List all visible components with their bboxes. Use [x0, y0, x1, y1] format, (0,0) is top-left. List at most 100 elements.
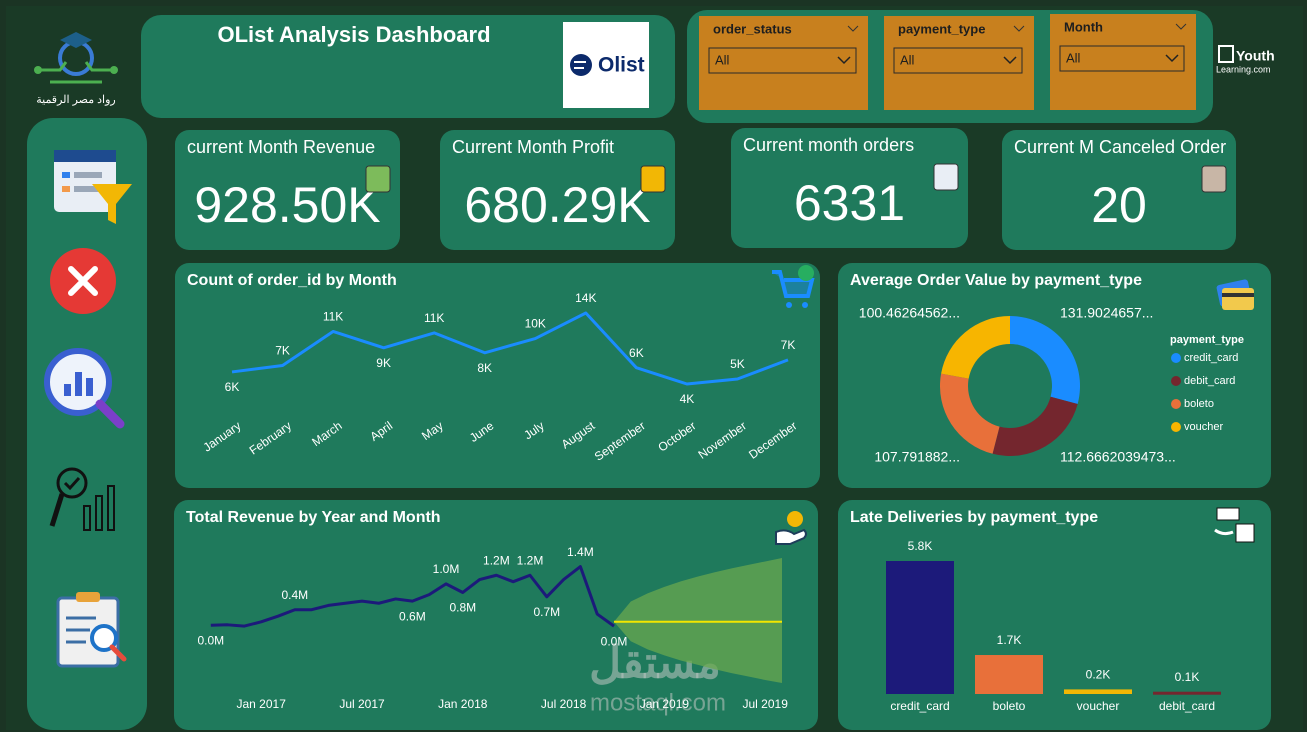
filter-label: payment_type: [898, 21, 985, 36]
nav-report-icon[interactable]: [54, 150, 132, 224]
cart-icon: [772, 265, 815, 308]
data-label: 7K: [275, 344, 290, 358]
kpi-card: [731, 128, 968, 248]
filter-card: [1050, 14, 1196, 110]
data-label: 5.8K: [908, 539, 933, 553]
nav-analysis-icon[interactable]: [44, 348, 125, 429]
chart-title: Total Revenue by Year and Month: [186, 509, 441, 526]
legend-label: voucher: [1184, 421, 1223, 433]
kpi-value: 680.29K: [464, 177, 650, 233]
data-label: 0.8M: [449, 601, 476, 615]
right-logo-sub: Learning.com: [1216, 64, 1271, 74]
nav-kpi-icon[interactable]: [49, 467, 115, 531]
x-tick-label: Jan 2017: [237, 697, 287, 711]
legend-marker: [1171, 399, 1181, 409]
bar: [886, 561, 954, 694]
filter-dropdown[interactable]: [893, 47, 1023, 74]
legend-label: credit_card: [1184, 352, 1238, 364]
bar: [1153, 691, 1221, 695]
data-label: 14K: [575, 291, 596, 305]
data-label: 0.4M: [281, 588, 308, 602]
filter-label: Month: [1064, 19, 1103, 34]
data-label: 0.0M: [197, 633, 224, 647]
left-logo: رواد مصر الرقمية: [34, 32, 118, 106]
brand-mark: [570, 54, 592, 76]
filter-dropdown[interactable]: [1059, 45, 1185, 72]
kpi-card: [440, 130, 675, 250]
dashboard-title: OList Analysis Dashboard: [217, 22, 490, 47]
data-label: 0.6M: [399, 609, 426, 623]
legend-label: debit_card: [1184, 375, 1235, 387]
x-tick-label: Jan 2019: [640, 697, 690, 711]
x-tick-label: Jul 2017: [339, 697, 385, 711]
filter-value: All: [715, 52, 730, 67]
bar: [1064, 689, 1132, 694]
x-tick-label: boleto: [993, 699, 1026, 713]
data-label: 112.6662039473...: [1060, 449, 1176, 465]
chart-title: Late Deliveries by payment_type: [850, 509, 1098, 526]
data-label: 1.2M: [483, 553, 510, 567]
kpi-card: [175, 130, 400, 250]
data-label: 7K: [781, 338, 796, 352]
data-label: 8K: [477, 361, 492, 375]
panel-revenue: [174, 500, 818, 730]
kpi-icon: [640, 165, 666, 193]
panel-orders: [175, 263, 820, 488]
right-logo: Youth Learning.com: [1216, 45, 1275, 74]
kpi-label: current Month Revenue: [187, 137, 375, 157]
logo-caption: رواد مصر الرقمية: [36, 94, 116, 106]
data-label: 5K: [730, 357, 745, 371]
kpi-label: Current M Canceled Order: [1014, 137, 1226, 157]
kpi-icon: [365, 165, 391, 193]
kpi-icon: [933, 163, 959, 191]
filter-arrow: [1165, 54, 1179, 63]
nav-clear-icon[interactable]: [50, 248, 116, 314]
kpi-icon: [1201, 165, 1227, 193]
kpi-card: [1002, 130, 1236, 250]
bar: [975, 655, 1043, 694]
data-label: 0.1K: [1175, 670, 1200, 684]
pie-slice: [941, 316, 1010, 379]
kpi-value: 6331: [794, 175, 905, 231]
legend-label: boleto: [1184, 398, 1214, 410]
filters: order_status All payment_type All Month All: [699, 14, 1196, 110]
data-label: 0.2K: [1086, 668, 1111, 682]
legend-marker: [1171, 376, 1181, 386]
data-label: 131.9024657...: [1060, 305, 1153, 321]
data-label: 6K: [225, 380, 240, 394]
data-label: 1.4M: [567, 545, 594, 559]
chart-title: Count of order_id by Month: [187, 272, 397, 289]
data-label: 107.791882...: [874, 449, 960, 465]
legend-marker: [1171, 353, 1181, 363]
title-panel: [141, 15, 675, 118]
x-tick-label: debit_card: [1159, 699, 1215, 713]
card-icon: [1216, 279, 1254, 310]
right-logo-text: Youth: [1236, 48, 1275, 64]
filter-chevron: [847, 25, 859, 32]
filter-chevron: [1175, 23, 1187, 30]
delivery-icon: [1214, 507, 1255, 543]
filter-value: All: [1066, 50, 1081, 65]
data-label: 4K: [680, 392, 695, 406]
brand-mark-lines: [574, 61, 586, 69]
pie-slice: [1010, 316, 1080, 404]
data-label: 10K: [525, 317, 546, 331]
filter-label: order_status: [713, 21, 792, 36]
kpi-value: 20: [1091, 177, 1147, 233]
filter-arrow: [837, 56, 851, 65]
data-label: 9K: [376, 356, 391, 370]
data-label: 11K: [323, 310, 343, 324]
kpi-cards: current Month Revenue 928.50K Current Mont…: [175, 128, 1236, 250]
filter-dropdown[interactable]: [708, 47, 857, 74]
legend-title: payment_type: [1170, 334, 1244, 346]
x-tick-label: Jul 2018: [541, 697, 587, 711]
data-label: 0.0M: [601, 634, 628, 648]
data-label: 6K: [629, 346, 644, 360]
nav-inspect-icon[interactable]: [56, 592, 127, 668]
data-label: 11K: [424, 311, 444, 325]
kpi-value: 928.50K: [194, 177, 380, 233]
filter-card: [699, 16, 868, 110]
x-tick-label: credit_card: [890, 699, 949, 713]
